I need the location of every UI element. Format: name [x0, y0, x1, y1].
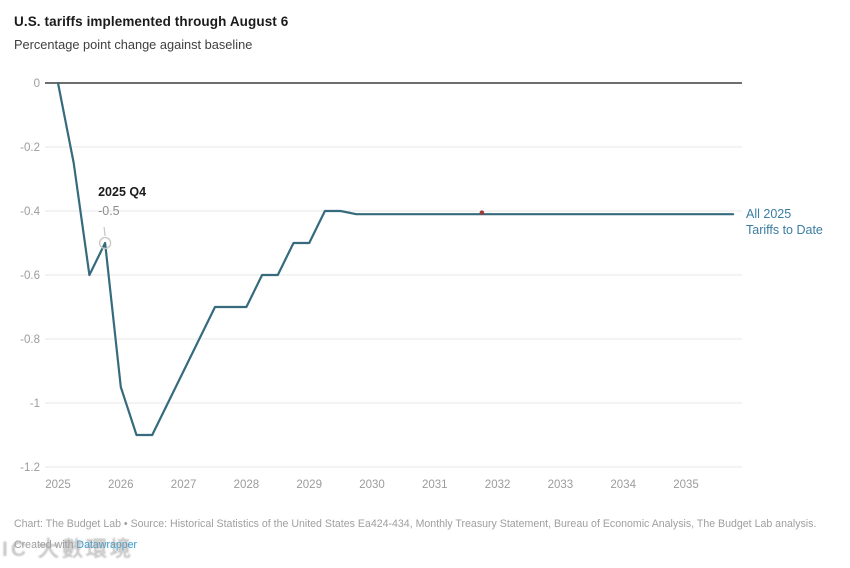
chart-canvas: 0 -0.2 -0.4 -0.6 -0.8 -1 -1.2 2025 2026 2027 2028 2… [20, 78, 742, 491]
x-tick-label: 2026 [108, 479, 134, 491]
footer-created-prefix: Created with [14, 539, 77, 551]
x-tick-label: 2029 [296, 479, 322, 491]
datawrapper-link[interactable]: Datawrapper [76, 539, 138, 551]
x-tick-label: 2031 [422, 479, 448, 491]
chart-subtitle: Percentage point change against baseline [14, 37, 253, 52]
footer-created: Created with Datawrapper [14, 539, 137, 551]
footer-credit: Chart: The Budget Lab • Source: Historic… [14, 518, 817, 530]
y-tick-label: -0.4 [20, 206, 40, 218]
y-tick-label: -1.2 [20, 462, 40, 474]
series-label-line1: All 2025 [746, 207, 792, 221]
x-tick-label: 2025 [45, 479, 71, 491]
annotation-value: -0.5 [98, 203, 120, 218]
y-tick-label: -1 [30, 398, 40, 410]
chart-title: U.S. tariffs implemented through August … [14, 14, 289, 29]
annotation-connector [103, 226, 106, 237]
y-tick-label: -0.2 [20, 142, 40, 154]
x-tick-label: 2033 [548, 479, 574, 491]
data-line [56, 81, 735, 437]
x-tick-label: 2032 [485, 479, 511, 491]
series-label-line2: Tariffs to Date [746, 223, 823, 237]
x-tick-label: 2028 [234, 479, 260, 491]
y-tick-label: 0 [34, 78, 40, 90]
annotation-2025-q4: 2025 Q4 -0.5 [98, 186, 146, 217]
annotation-label: 2025 Q4 [98, 185, 147, 199]
red-point-marker [479, 210, 485, 215]
series-label: All 2025 Tariffs to Date [746, 206, 823, 238]
y-tick-label: -0.6 [20, 270, 40, 282]
x-tick-label: 2035 [673, 479, 699, 491]
x-tick-label: 2030 [359, 479, 385, 491]
chart-header: U.S. tariffs implemented through August … [14, 14, 288, 52]
annotation-circle-marker [98, 236, 112, 250]
y-tick-label: -0.8 [20, 334, 40, 346]
x-tick-label: 2034 [610, 479, 636, 491]
x-tick-label: 2027 [171, 479, 197, 491]
